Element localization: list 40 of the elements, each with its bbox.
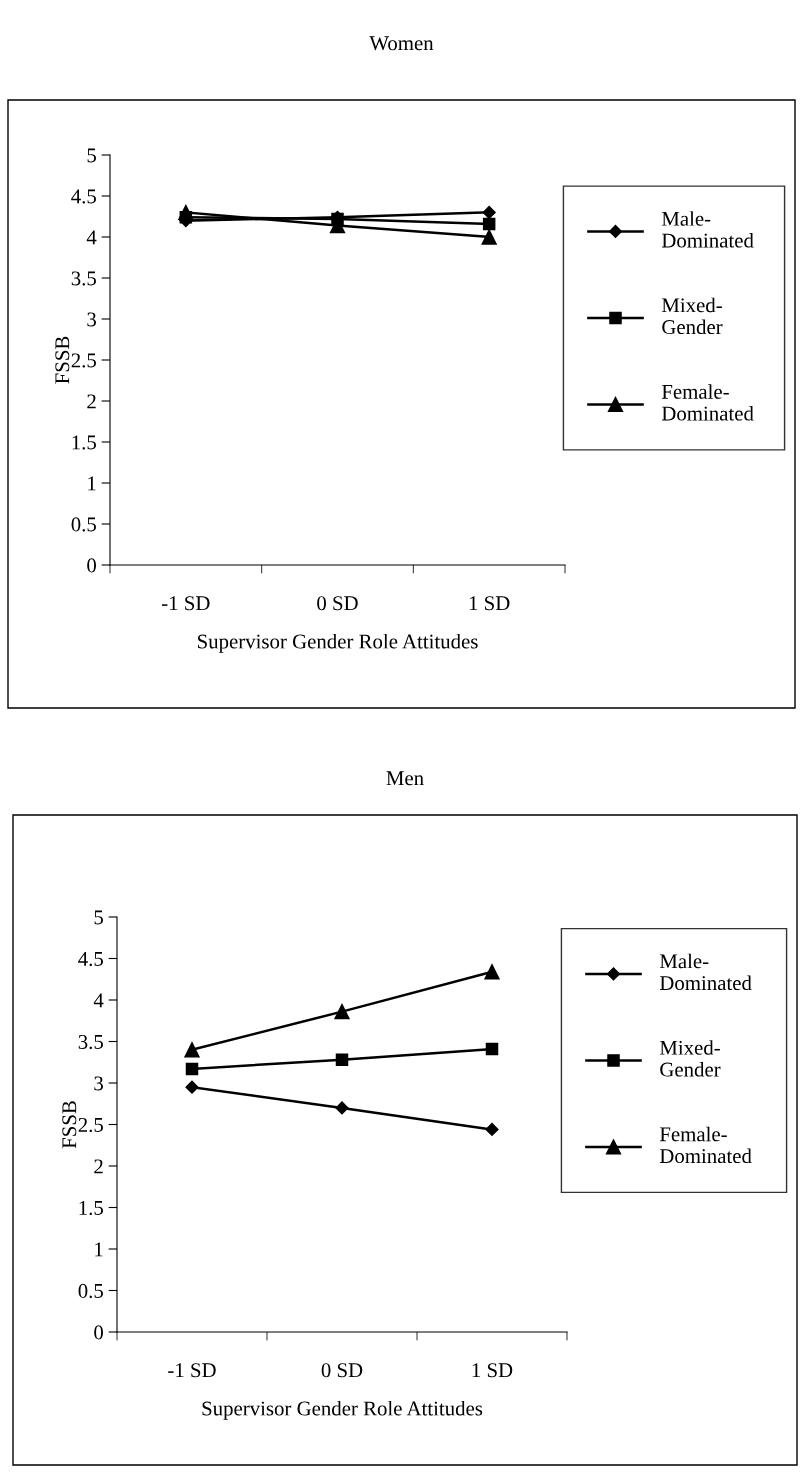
- chart-title: Women: [369, 36, 434, 51]
- y-tick-label: 2.5: [71, 353, 96, 368]
- legend-label: Male-Dominated: [659, 953, 752, 991]
- y-tick-label: 2: [94, 1159, 103, 1174]
- x-tick-label: 1 SD: [469, 596, 510, 611]
- x-tick-label: 0 SD: [321, 1363, 363, 1378]
- legend-label: Male-Dominated: [661, 211, 754, 248]
- legend-label: Mixed-Gender: [659, 1040, 721, 1077]
- y-tick-label: 4: [93, 993, 104, 1008]
- y-tick-label: 0.5: [78, 1283, 103, 1299]
- y-tick-label: 0.5: [71, 517, 96, 532]
- y-tick-label: 4: [86, 230, 97, 245]
- legend-label: Mixed-Gender: [661, 297, 723, 335]
- y-tick-label: 3.5: [71, 271, 96, 286]
- y-tick-label: 1: [95, 1242, 103, 1257]
- y-tick-label: 0: [87, 558, 97, 573]
- y-tick-label: 4.5: [78, 952, 103, 967]
- x-tick-label: -1 SD: [168, 1363, 216, 1378]
- y-tick-label: 5: [87, 148, 96, 163]
- y-axis-title: FSSB: [62, 1101, 77, 1149]
- x-tick-label: -1 SD: [162, 596, 210, 611]
- y-tick-label: 2: [87, 394, 96, 409]
- y-tick-label: 0: [94, 1325, 104, 1340]
- legend-label: Female-Dominated: [659, 1126, 752, 1164]
- y-axis-title: FSSB: [55, 336, 70, 384]
- x-axis-title: Supervisor Gender Role Attitudes: [202, 1400, 483, 1420]
- y-tick-label: 1.5: [79, 1200, 103, 1216]
- x-axis-title: Supervisor Gender Role Attitudes: [197, 633, 478, 653]
- legend-label: Female-Dominated: [661, 384, 754, 421]
- y-tick-label: 1: [88, 476, 96, 491]
- chart-title: Men: [386, 771, 424, 786]
- y-tick-label: 3: [94, 1076, 103, 1091]
- y-tick-label: 4.5: [71, 189, 96, 204]
- y-tick-label: 3: [87, 312, 96, 327]
- y-tick-label: 2.5: [78, 1117, 103, 1133]
- x-tick-label: 0 SD: [317, 596, 358, 611]
- y-tick-label: 3.5: [78, 1034, 103, 1050]
- x-tick-label: 1 SD: [472, 1363, 513, 1378]
- y-tick-label: 5: [94, 910, 103, 925]
- y-tick-label: 1.5: [72, 435, 96, 450]
